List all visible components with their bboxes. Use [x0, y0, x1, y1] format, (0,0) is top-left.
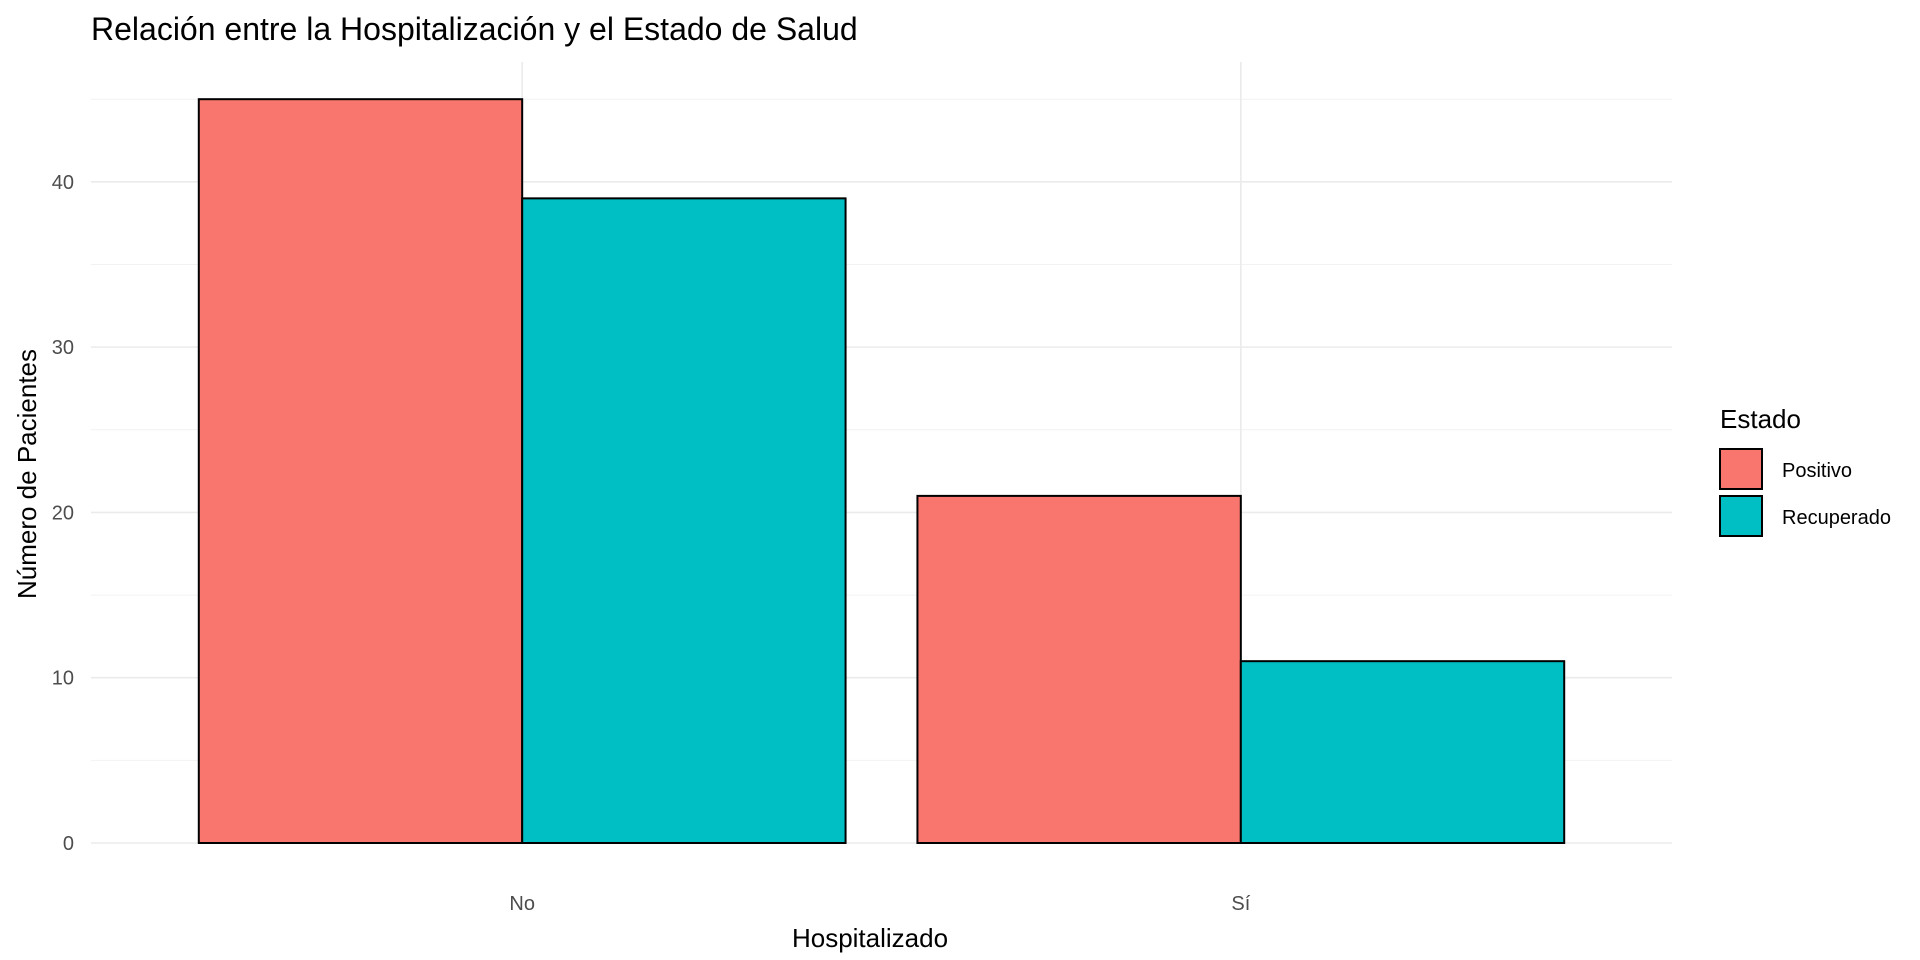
legend-label: Positivo: [1782, 460, 1852, 482]
legend: Estado Positivo Recuperado: [1719, 404, 1891, 537]
y-tick-label: 10: [52, 668, 74, 690]
legend-key-positivo: [1719, 448, 1763, 490]
y-tick-label: 0: [63, 833, 74, 855]
chart-title: Relación entre la Hospitalización y el E…: [91, 11, 858, 47]
x-tick-label: Sí: [1231, 893, 1250, 915]
y-tick-label: 30: [52, 337, 74, 359]
bar-recuperado-sí: [1239, 660, 1566, 844]
legend-key-recuperado: [1719, 495, 1763, 537]
x-axis: No Sí: [509, 893, 1250, 915]
legend-title: Estado: [1720, 404, 1801, 434]
bar-recuperado-no: [521, 197, 847, 845]
x-tick-label: No: [509, 893, 535, 915]
y-axis-title: Número de Pacientes: [12, 349, 42, 599]
y-tick-label: 40: [52, 172, 74, 194]
bar-positivo-sí: [916, 494, 1242, 844]
y-tick-label: 20: [52, 502, 74, 524]
bars: [197, 98, 1566, 845]
bar-positivo-no: [197, 98, 524, 844]
legend-label: Recuperado: [1782, 507, 1891, 529]
x-axis-title: Hospitalizado: [792, 923, 948, 953]
y-axis: 0 10 20 30 40: [52, 172, 74, 855]
